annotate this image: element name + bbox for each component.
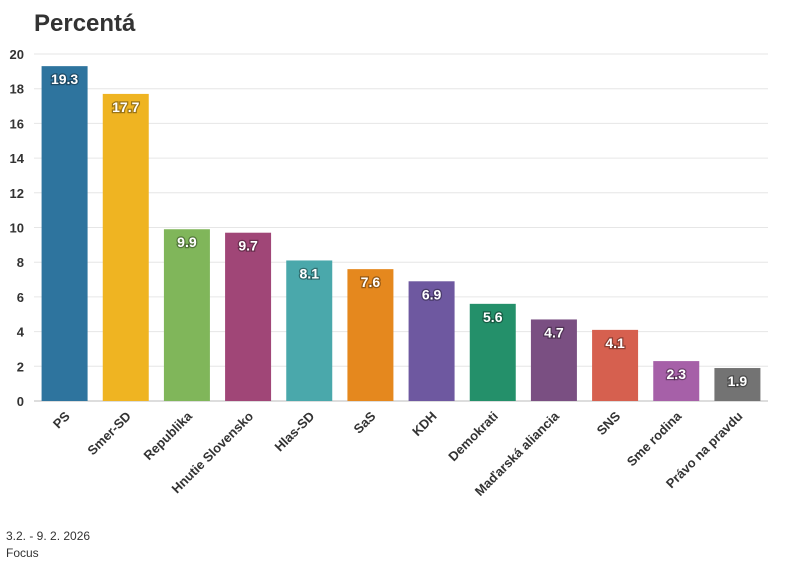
category-label: Republika [141,408,196,463]
y-tick-label: 0 [17,394,24,409]
value-label: 9.7 [238,238,258,254]
value-label: 8.1 [300,265,320,281]
y-tick-label: 6 [17,290,24,305]
y-tick-label: 2 [17,359,24,374]
category-label: SaS [351,408,379,436]
value-label: 7.6 [361,274,381,290]
bar [347,269,394,401]
bar [225,232,272,401]
category-label: Demokrati [445,409,501,465]
y-tick-label: 14 [10,151,25,166]
bar [592,329,639,401]
category-label: Sme rodina [624,408,685,469]
bar [408,281,455,401]
bar [714,368,761,401]
bar [102,93,149,401]
y-tick-label: 18 [10,82,24,97]
value-label: 4.7 [544,324,564,340]
source-label: Focus [6,546,39,560]
bars [41,66,761,402]
value-label: 5.6 [483,309,503,325]
value-label: 1.9 [728,373,748,389]
bar [41,66,88,402]
bar [469,303,516,401]
value-label: 4.1 [605,335,625,351]
y-tick-label: 20 [10,47,24,62]
date-range: 3.2. - 9. 2. 2026 [6,529,91,543]
category-label: PS [50,408,73,431]
value-label: 6.9 [422,286,442,302]
chart-title: Percentá [34,10,136,37]
y-tick-label: 10 [10,221,24,236]
bar [530,319,577,401]
value-labels: 19.3 17.7 9.9 9.7 8.1 7.6 6.9 5.6 4.7 4.1 2.3 1.9 [50,70,749,390]
y-tick-label: 16 [10,116,24,131]
y-tick-label: 8 [17,255,24,270]
category-label: SNS [594,408,624,438]
bar [653,361,700,401]
y-tick-label: 12 [10,186,24,201]
value-label: 9.9 [177,234,197,250]
category-label: Smer-SD [84,409,133,458]
bar [286,260,333,401]
y-tick-label: 4 [17,325,25,340]
category-label: Hlas-SD [272,409,318,455]
value-label: 2.3 [667,366,687,382]
gridlines [34,53,768,402]
footer: 3.2. - 9. 2. 2026 Focus [6,528,90,562]
value-label: 17.7 [112,99,139,115]
value-label: 19.3 [51,71,78,87]
y-axis-ticks: 0 2 4 6 8 10 12 14 16 18 20 [10,47,25,409]
bar [163,229,210,401]
category-label: KDH [409,409,440,440]
